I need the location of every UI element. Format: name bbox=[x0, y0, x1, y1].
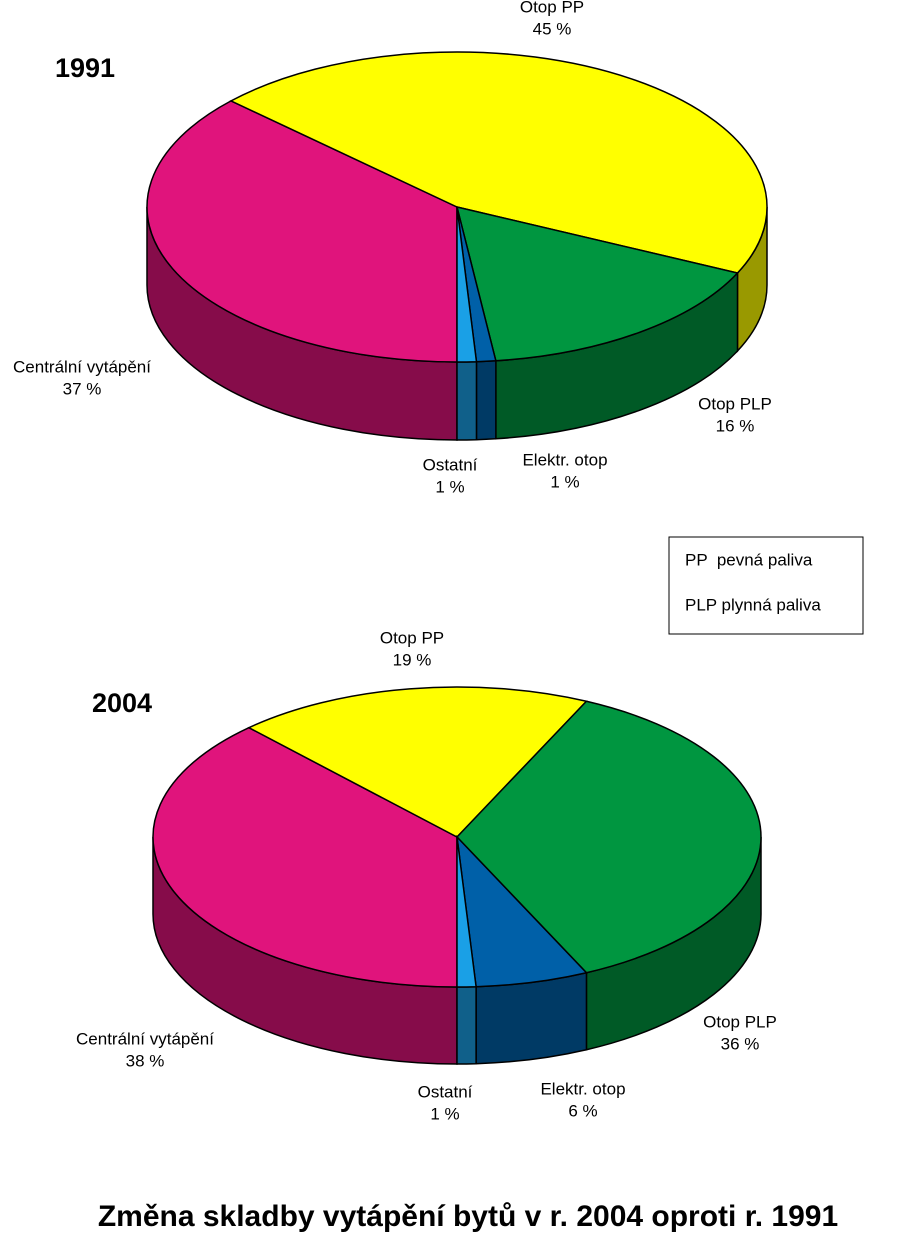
slice-label: Otop PP bbox=[520, 0, 584, 16]
slice-side bbox=[456, 360, 478, 441]
main-title: Změna skladby vytápění bytů v r. 2004 op… bbox=[98, 1200, 838, 1233]
slice-label: Ostatní bbox=[423, 455, 478, 474]
legend-box bbox=[668, 536, 864, 635]
slice-value-label: 37 % bbox=[63, 379, 102, 398]
slice-label: Otop PP bbox=[380, 628, 444, 647]
pie-slice bbox=[247, 686, 588, 838]
slice-value-label: 6 % bbox=[568, 1101, 597, 1120]
pie-slice bbox=[456, 206, 478, 363]
slice-label: Centrální vytápění bbox=[76, 1029, 214, 1048]
slice-value-label: 1 % bbox=[430, 1104, 459, 1123]
slice-value-label: 1 % bbox=[550, 472, 579, 491]
slice-label: Otop PLP bbox=[698, 394, 772, 413]
slice-label: Ostatní bbox=[418, 1082, 473, 1101]
slice-value-label: 19 % bbox=[393, 650, 432, 669]
pie-slice bbox=[152, 726, 458, 988]
pie-title: 1991 bbox=[55, 53, 115, 83]
legend-note: PP pevná paliva bbox=[685, 550, 813, 569]
pie-slice bbox=[455, 205, 739, 362]
slice-label: Elektr. otop bbox=[522, 450, 607, 469]
pie-slice bbox=[455, 700, 762, 974]
legend-note: PLP plynná paliva bbox=[685, 595, 821, 614]
slice-side bbox=[456, 985, 477, 1065]
pie bbox=[152, 686, 762, 1065]
slice-label: Centrální vytápění bbox=[13, 357, 151, 376]
slice-side bbox=[475, 359, 497, 441]
pie bbox=[146, 51, 768, 441]
pie-slice bbox=[456, 836, 477, 988]
slice-value-label: 38 % bbox=[126, 1051, 165, 1070]
slice-value-label: 16 % bbox=[716, 416, 755, 435]
slice-value-label: 1 % bbox=[435, 477, 464, 496]
slice-label: Elektr. otop bbox=[540, 1079, 625, 1098]
slice-value-label: 36 % bbox=[721, 1034, 760, 1053]
pie-slice bbox=[146, 100, 458, 363]
pie-slice bbox=[229, 51, 768, 274]
pie-title: 2004 bbox=[92, 688, 152, 718]
slice-value-label: 45 % bbox=[533, 19, 572, 38]
slice-label: Otop PLP bbox=[703, 1012, 777, 1031]
